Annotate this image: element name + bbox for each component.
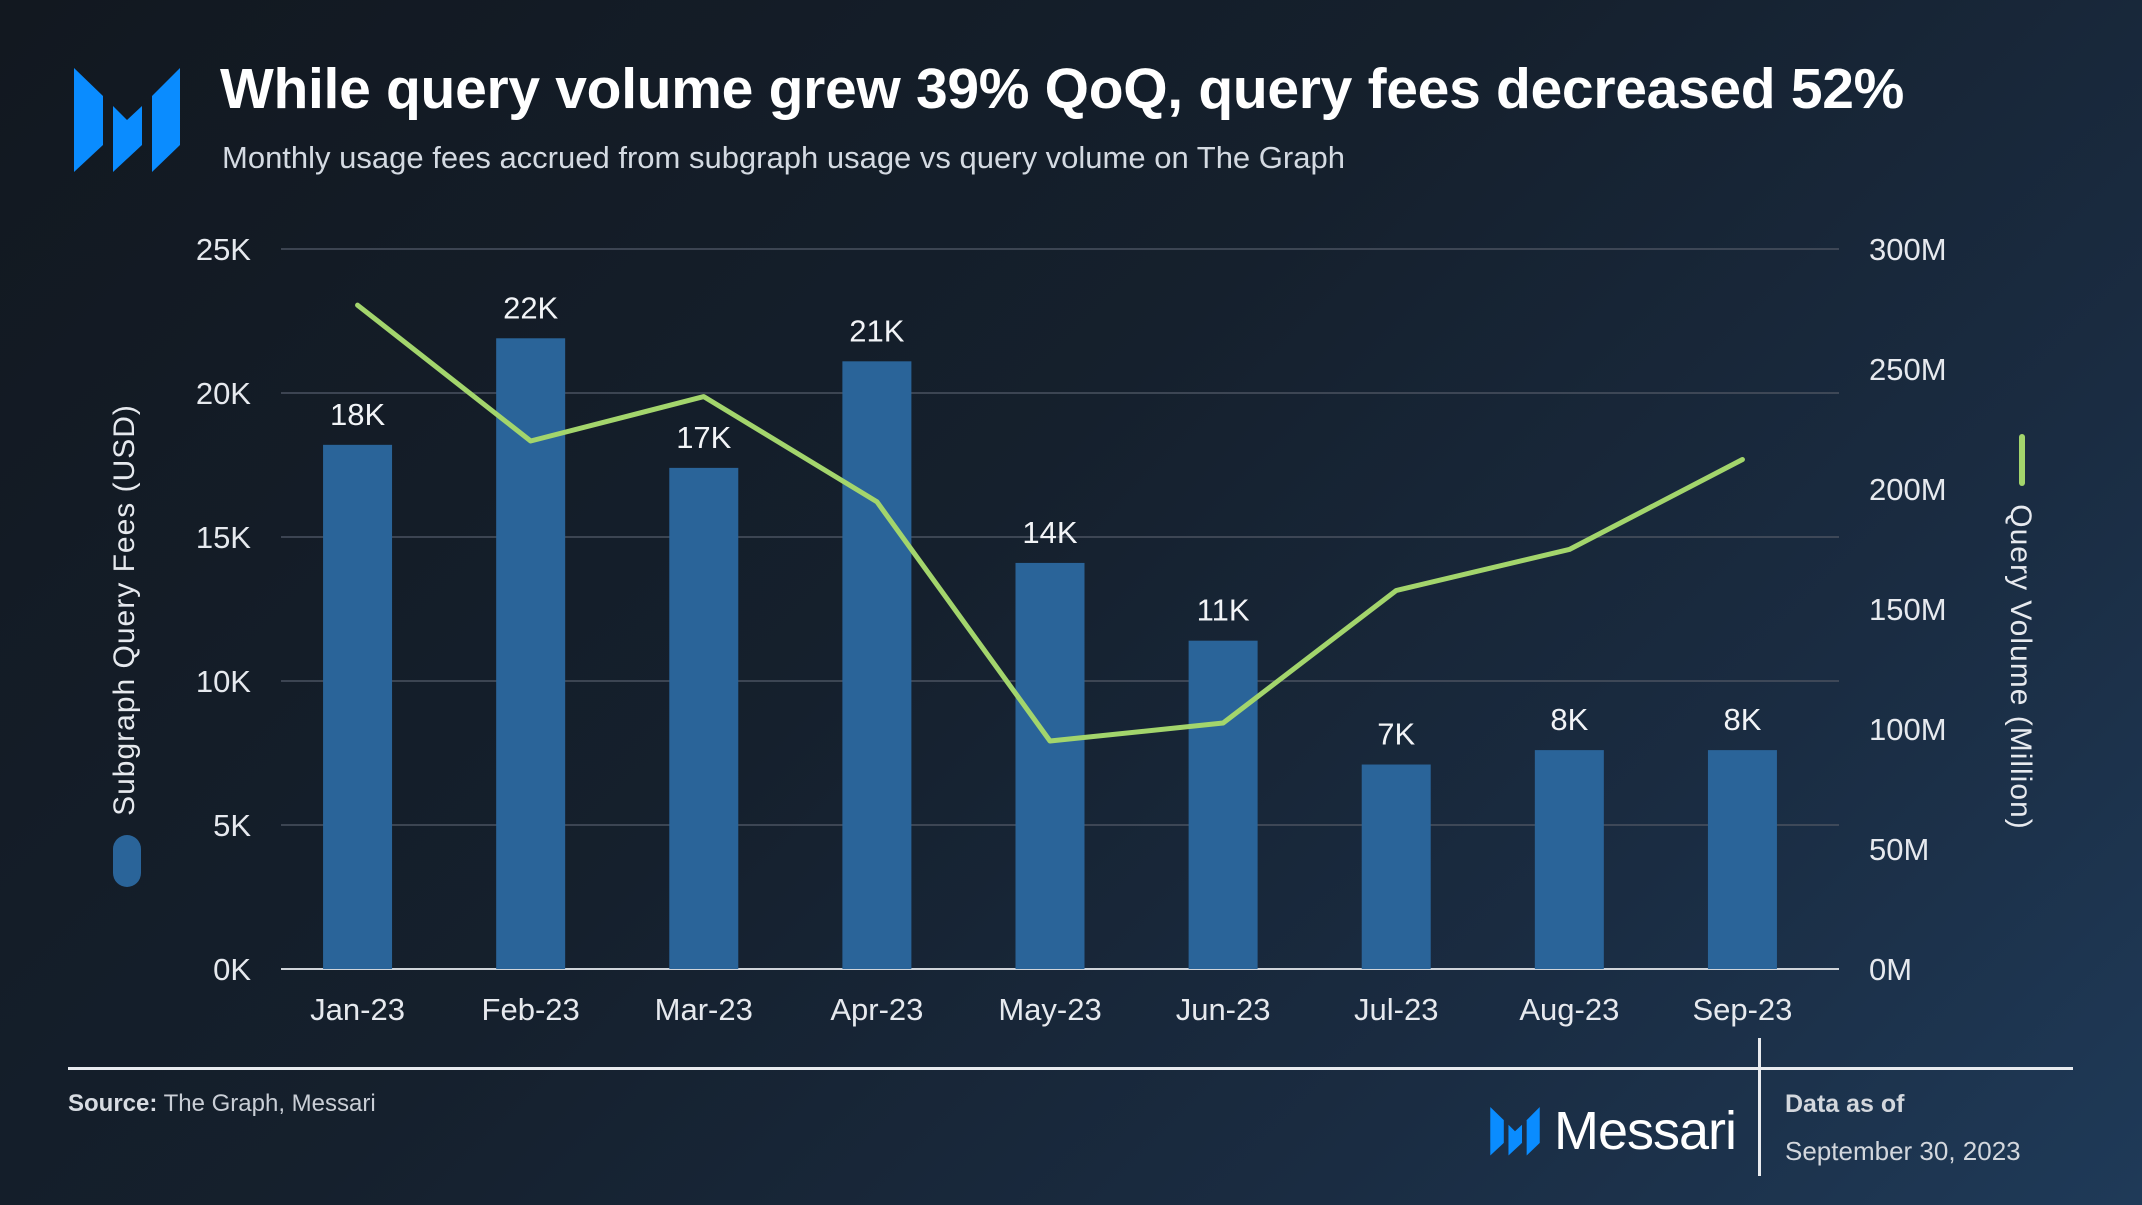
- x-tick-label: Mar-23: [655, 992, 753, 1027]
- source-text: The Graph, Messari: [157, 1090, 376, 1117]
- x-tick-label: Jul-23: [1354, 992, 1438, 1027]
- bar: [1361, 764, 1431, 969]
- legend-swatch-line: [2019, 434, 2025, 486]
- bar: [1188, 640, 1258, 969]
- x-tick-label: Aug-23: [1519, 992, 1619, 1027]
- y2-tick-label: 300M: [1869, 232, 1947, 267]
- legend-swatch-bar: [113, 835, 141, 887]
- y2-axis-title: Query Volume (Million): [2004, 504, 2037, 829]
- bar-data-label: 17K: [676, 420, 731, 455]
- x-tick-label: Apr-23: [830, 992, 923, 1027]
- bar: [1015, 562, 1085, 969]
- footer-divider: [68, 1067, 2073, 1070]
- source-label: Source:: [68, 1090, 158, 1117]
- x-tick-label: May-23: [998, 992, 1101, 1027]
- bar-data-label: 8K: [1723, 702, 1761, 737]
- bar: [842, 361, 912, 969]
- y-tick-label: 15K: [196, 520, 251, 555]
- y2-tick-label: 200M: [1869, 472, 1947, 507]
- y-tick-label: 5K: [213, 808, 251, 843]
- data-as-of-label: Data as of: [1785, 1090, 1905, 1118]
- bar-data-label: 14K: [1022, 515, 1077, 550]
- x-tick-label: Jun-23: [1176, 992, 1271, 1027]
- source-note: Source: The Graph, Messari: [68, 1090, 376, 1118]
- bar-data-label: 22K: [503, 290, 558, 325]
- messari-logo-icon: [74, 68, 180, 172]
- y-tick-label: 25K: [196, 232, 251, 267]
- data-as-of-date: September 30, 2023: [1785, 1136, 2021, 1166]
- y-tick-label: 10K: [196, 664, 251, 699]
- bar-data-label: 18K: [330, 397, 385, 432]
- y-axis-title: Subgraph Query Fees (USD): [108, 404, 141, 816]
- bar-data-label: 21K: [849, 313, 904, 348]
- brand-name: Messari: [1554, 1101, 1737, 1161]
- bar: [1707, 750, 1777, 969]
- y2-tick-label: 100M: [1869, 712, 1947, 747]
- bar-data-label: 11K: [1197, 593, 1250, 628]
- y-tick-label: 20K: [196, 376, 251, 411]
- bar: [323, 444, 393, 970]
- y2-tick-label: 50M: [1869, 832, 1929, 867]
- bar-data-label: 7K: [1377, 717, 1415, 752]
- y2-tick-label: 0M: [1869, 952, 1912, 987]
- chart-title: While query volume grew 39% QoQ, query f…: [220, 57, 1905, 121]
- x-tick-label: Jan-23: [310, 992, 405, 1027]
- footer-vertical-divider: [1758, 1038, 1761, 1176]
- x-tick-label: Sep-23: [1692, 992, 1792, 1027]
- y2-tick-label: 250M: [1869, 352, 1947, 387]
- bar: [1534, 750, 1604, 969]
- bar: [669, 467, 739, 969]
- brand: Messari: [1490, 1100, 1737, 1162]
- messari-logo-icon: [1490, 1106, 1540, 1156]
- y2-tick-label: 150M: [1869, 592, 1947, 627]
- bar-data-label: 8K: [1550, 702, 1588, 737]
- y-tick-label: 0K: [213, 952, 251, 987]
- chart-subtitle: Monthly usage fees accrued from subgraph…: [222, 140, 1345, 175]
- x-tick-label: Feb-23: [482, 992, 580, 1027]
